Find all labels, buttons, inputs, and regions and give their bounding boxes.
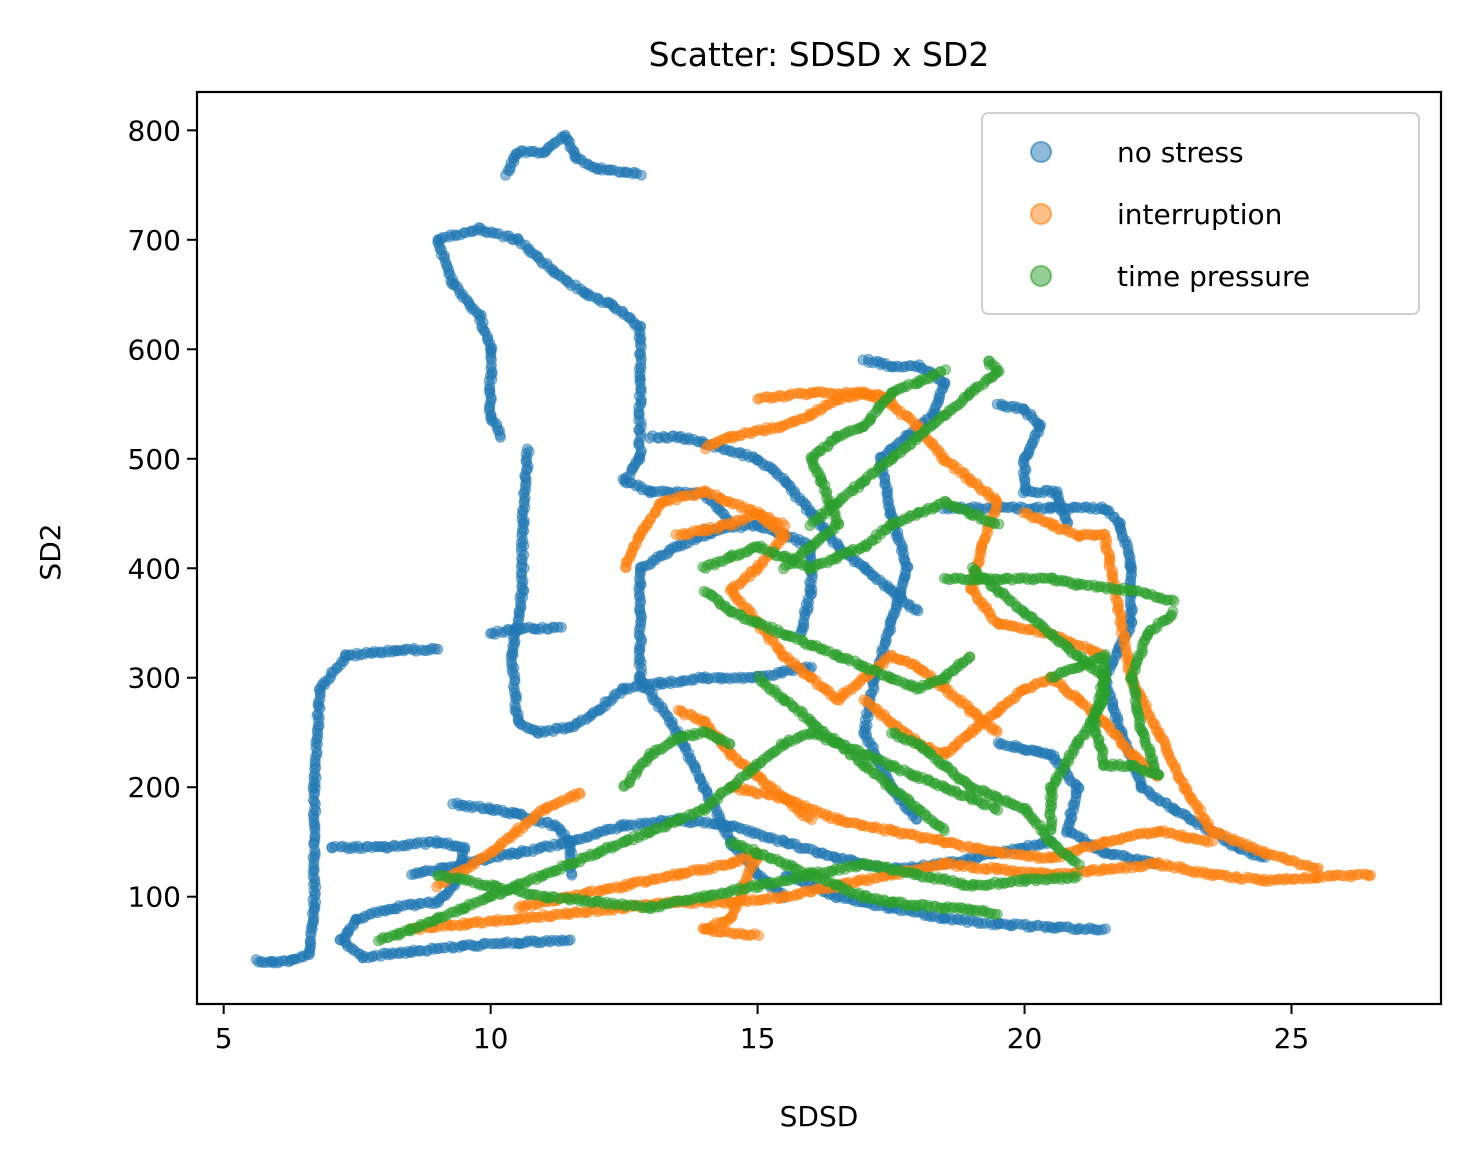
data-point [432,643,444,655]
data-point [912,605,924,617]
data-point [1099,923,1111,935]
data-point [991,726,1003,738]
series-no-stress [250,129,1271,969]
data-point [1071,870,1083,882]
data-point [566,869,578,881]
data-point [779,520,791,532]
data-point [993,518,1005,530]
data-point [574,788,586,800]
data-point [964,651,976,663]
data-point [635,169,647,181]
data-point [555,621,567,633]
data-point [983,355,995,367]
plot-data [250,129,1377,969]
data-point [992,804,1004,816]
data-point [1365,869,1377,881]
data-point [1312,862,1324,874]
data-point [564,934,576,946]
data-point [724,738,736,750]
data-point [753,930,765,942]
data-point [1207,835,1219,847]
data-point [806,814,817,826]
